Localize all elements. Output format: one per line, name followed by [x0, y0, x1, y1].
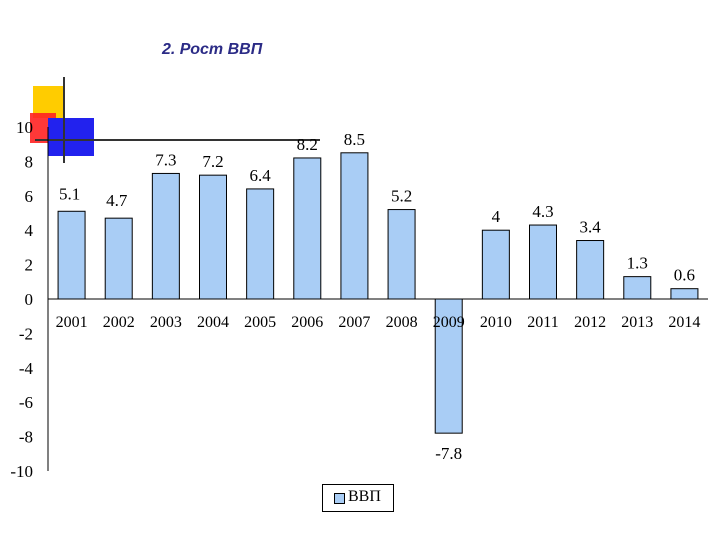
deco-blue-square [48, 118, 94, 156]
page-title: 2. Рост ВВП [162, 41, 263, 58]
bar-2010 [481, 229, 510, 300]
x-tick-label: 2011 [527, 314, 558, 331]
x-tick-label: 2009 [433, 314, 465, 331]
legend: ВВП [322, 484, 394, 512]
x-tick-label: 2013 [621, 314, 653, 331]
data-label: 4 [492, 207, 501, 226]
x-tick-label: 2002 [103, 314, 135, 331]
bar-2007 [340, 152, 369, 300]
data-label: 5.1 [59, 184, 80, 203]
y-tick-label: -6 [19, 393, 33, 412]
data-label: 8.2 [297, 135, 318, 154]
x-tick-label: 2005 [244, 314, 276, 331]
x-tick-label: 2007 [338, 314, 370, 331]
x-tick-label: 2001 [56, 314, 88, 331]
bar-2006 [293, 157, 322, 300]
y-tick-label: 8 [25, 152, 34, 171]
bar-2002 [104, 217, 133, 300]
y-tick-label: 2 [25, 256, 34, 275]
data-label: 6.4 [250, 166, 272, 185]
legend-label-vvp: ВВП [348, 488, 381, 505]
bars-group [57, 152, 699, 434]
bar-2004 [199, 174, 227, 300]
x-tick-label: 2003 [150, 314, 182, 331]
bar-2012 [576, 240, 605, 300]
data-label: 5.2 [391, 187, 412, 206]
x-tick-label: 2014 [668, 314, 700, 331]
bar-2013 [623, 276, 652, 300]
data-label: 3.4 [580, 218, 602, 237]
bar-2005 [246, 188, 275, 300]
data-label: 7.3 [155, 150, 176, 169]
y-tick-label: -4 [19, 359, 34, 378]
x-tick-labels: 2001 2002 2003 2004 2005 2006 2007 2008 2009 2010… [56, 314, 701, 331]
y-tick-label: 0 [25, 290, 34, 309]
data-label: 4.3 [532, 202, 553, 221]
data-label: 8.5 [344, 130, 365, 149]
data-label: 1.3 [627, 254, 648, 273]
y-tick-label: 4 [25, 221, 34, 240]
x-tick-label: 2012 [574, 314, 606, 331]
x-tick-label: 2006 [291, 314, 323, 331]
bar-2001 [57, 210, 86, 300]
x-tick-label: 2010 [480, 314, 512, 331]
y-tick-label: 6 [25, 187, 34, 206]
data-label: -7.8 [435, 444, 462, 463]
data-label: 7.2 [202, 152, 223, 171]
y-tick-labels: 10 8 6 4 2 0 -2 -4 -6 -8 -10 [10, 118, 33, 481]
y-tick-label: -8 [19, 428, 33, 447]
y-tick-label: -10 [10, 462, 33, 481]
y-tick-label: -2 [19, 324, 33, 343]
x-tick-label: 2008 [386, 314, 418, 331]
y-tick-label: 10 [16, 118, 33, 137]
bar-2003 [151, 172, 180, 300]
bar-2014 [670, 288, 699, 300]
x-tick-label: 2004 [197, 314, 229, 331]
data-label: 4.7 [106, 191, 128, 210]
legend-swatch-vvp [334, 493, 345, 504]
data-label: 0.6 [674, 266, 695, 285]
bar-2008 [387, 209, 416, 300]
deco-yellow-square [33, 86, 65, 118]
data-labels: 5.1 4.7 7.3 7.2 6.4 8.2 8.5 5.2 -7.8 4 4.3 3.4 1.3 0.… [59, 130, 695, 463]
bar-2011 [529, 224, 557, 300]
